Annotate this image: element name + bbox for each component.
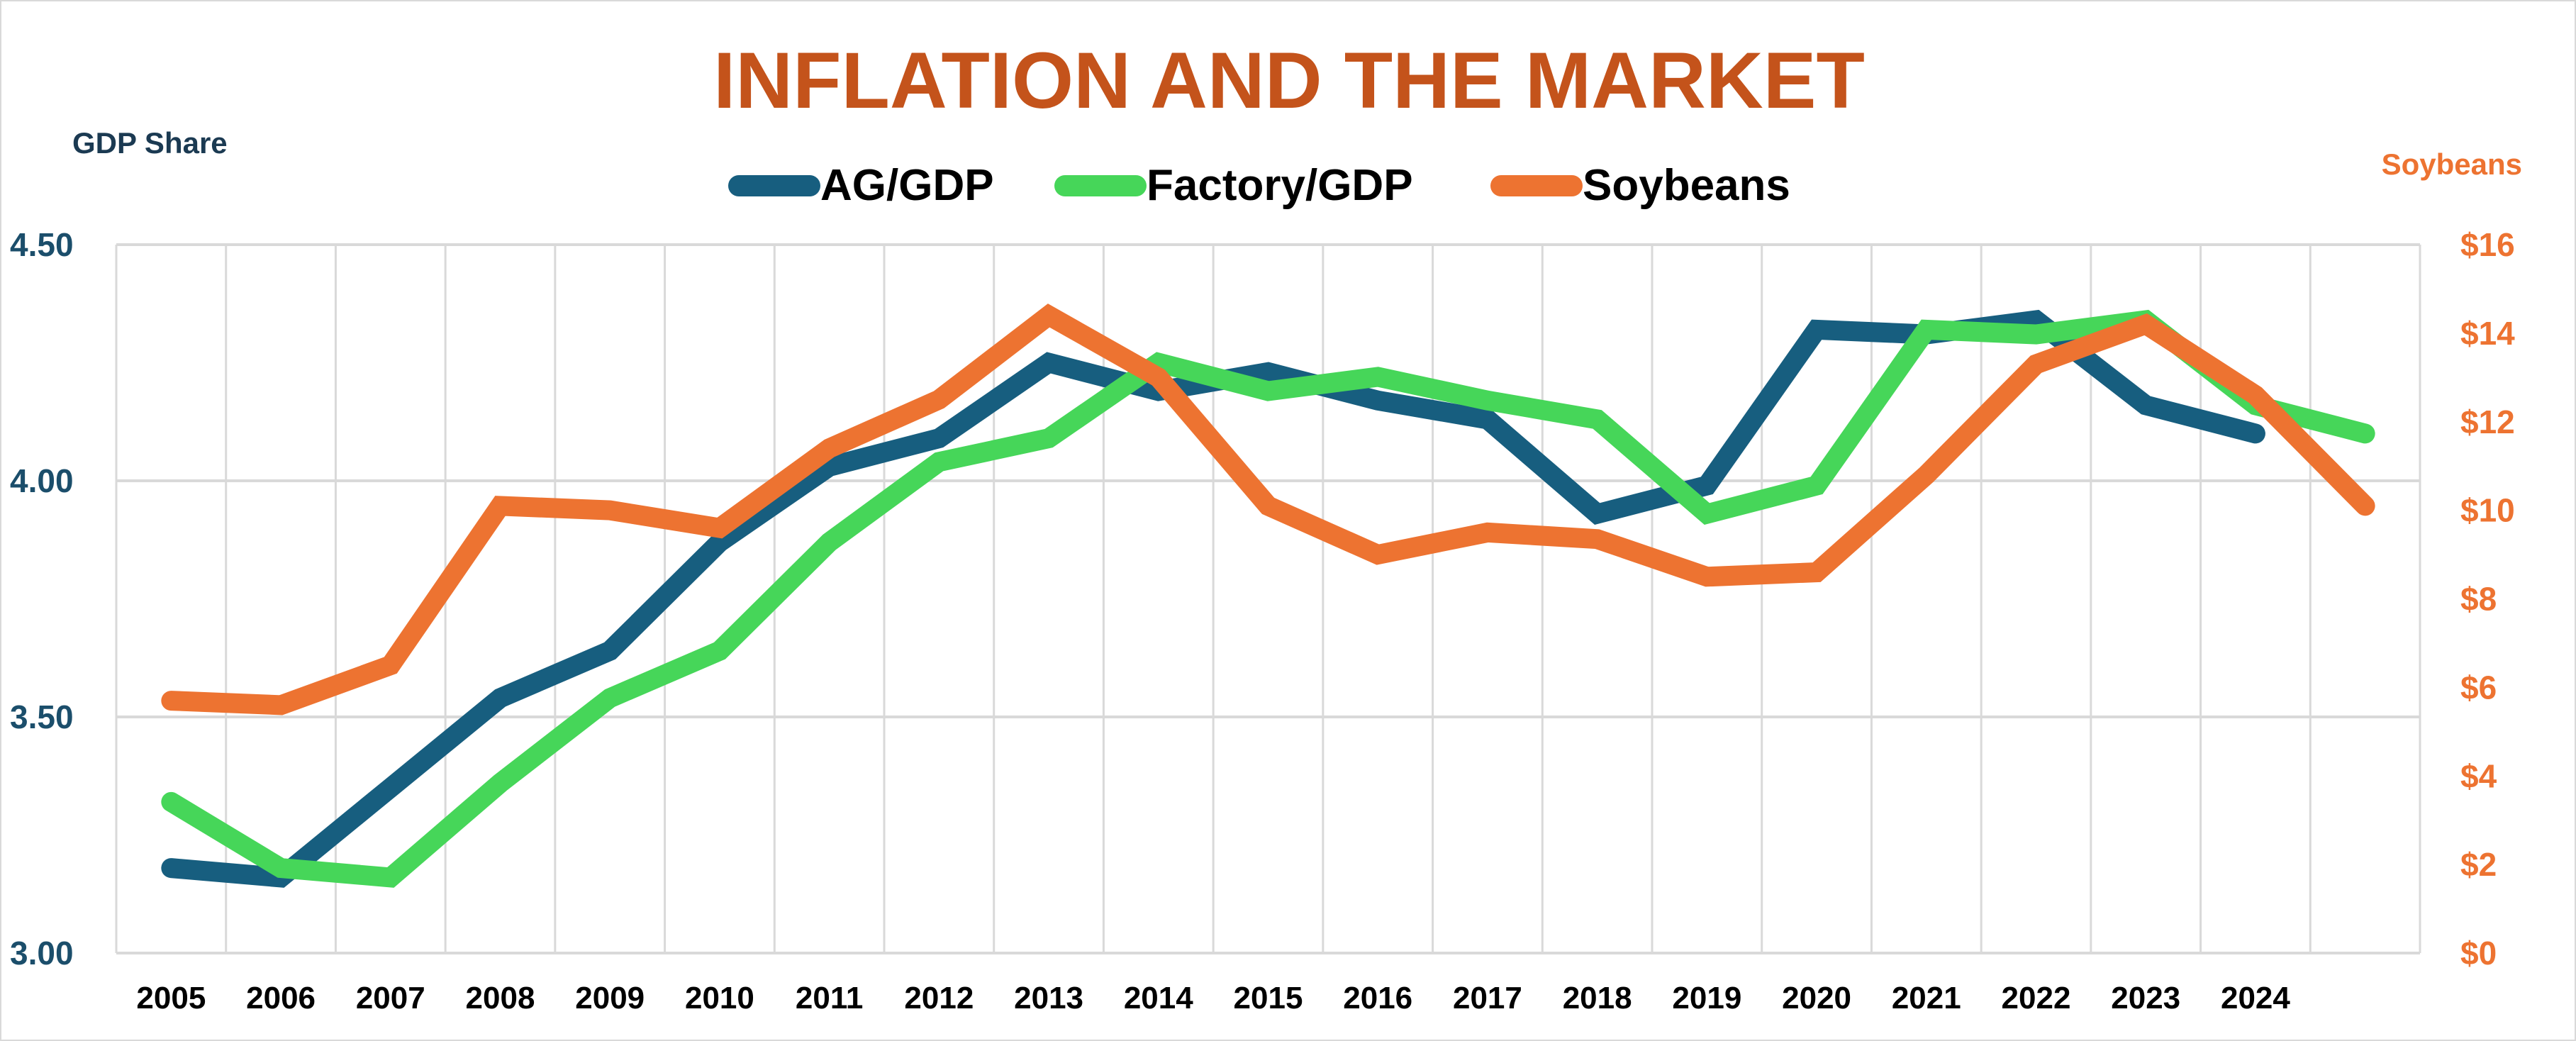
- legend-label: Soybeans: [1583, 161, 1790, 210]
- right-tick-label: $6: [2460, 669, 2497, 706]
- x-tick-label: 2022: [2002, 981, 2071, 1015]
- right-tick-label: $12: [2460, 403, 2515, 440]
- series-line-factory-gdp: [161, 309, 2375, 888]
- x-tick-label: 2017: [1453, 981, 1522, 1015]
- x-tick-label: 2011: [796, 981, 863, 1015]
- right-tick-label: $16: [2460, 226, 2515, 263]
- left-tick-label: 4.00: [10, 462, 74, 499]
- left-tick-label: 4.50: [10, 226, 74, 263]
- x-tick-label: 2015: [1234, 981, 1303, 1015]
- x-tick-label: 2013: [1014, 981, 1083, 1015]
- legend-label: Factory/GDP: [1147, 161, 1413, 210]
- axis-labels: 3.00 3.50 4.00 4.50 $0 $2 $4 $6 $8 $10 $12 $14 $16 20…: [10, 226, 2515, 1015]
- left-tick-label: 3.00: [10, 935, 74, 972]
- right-tick-label: $14: [2460, 315, 2515, 352]
- right-tick-label: $0: [2460, 935, 2497, 972]
- x-tick-label: 2007: [356, 981, 425, 1015]
- right-tick-label: $2: [2460, 846, 2497, 883]
- x-tick-label: 2009: [575, 981, 645, 1015]
- x-tick-label: 2012: [904, 981, 974, 1015]
- left-axis-label: GDP Share: [72, 126, 228, 160]
- left-tick-label: 3.50: [10, 698, 74, 735]
- chart-title: INFLATION AND THE MARKET: [713, 36, 1865, 125]
- x-tick-label: 2006: [246, 981, 316, 1015]
- x-tick-label: 2021: [1892, 981, 1961, 1015]
- x-tick-label: 2020: [1782, 981, 1851, 1015]
- right-tick-label: $10: [2460, 492, 2515, 529]
- x-tick-label: 2016: [1343, 981, 1412, 1015]
- x-tick-label: 2014: [1124, 981, 1193, 1015]
- x-tick-label: 2024: [2221, 981, 2290, 1015]
- right-tick-label: $8: [2460, 581, 2497, 618]
- x-tick-label: 2019: [1672, 981, 1741, 1015]
- x-tick-label: 2005: [136, 981, 206, 1015]
- x-tick-label: 2010: [685, 981, 754, 1015]
- x-tick-label: 2008: [466, 981, 535, 1015]
- x-tick-label: 2023: [2111, 981, 2180, 1015]
- legend-label: AG/GDP: [820, 161, 994, 210]
- series-lines: [161, 304, 2375, 888]
- right-axis-label: Soybeans: [2382, 147, 2522, 181]
- right-tick-label: $4: [2460, 757, 2497, 794]
- legend: AG/GDP Factory/GDP Soybeans: [728, 161, 1790, 210]
- x-tick-label: 2018: [1563, 981, 1632, 1015]
